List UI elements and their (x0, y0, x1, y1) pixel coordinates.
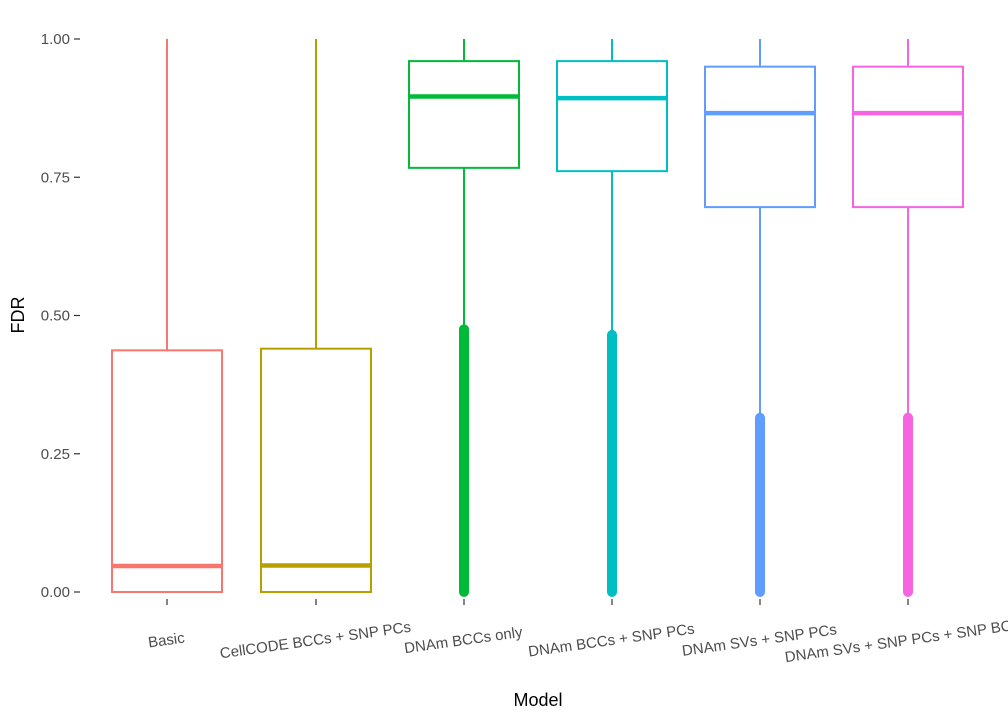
box (556, 60, 668, 173)
box (111, 349, 223, 593)
x-axis-title: Model (513, 690, 562, 710)
y-tick-label: 1.00 (41, 31, 70, 48)
y-axis-title: FDR (8, 297, 28, 334)
box-group (111, 39, 223, 593)
box-group (556, 39, 668, 597)
x-tick-label: Basic (147, 630, 186, 652)
box-group (408, 39, 520, 597)
y-tick-label: 0.25 (41, 446, 70, 463)
box (260, 347, 372, 593)
y-axis: 0.00 0.25 0.50 0.75 1.00 (41, 31, 80, 601)
box (408, 60, 520, 169)
x-tick-label: CellCODE BCCs + SNP PCs (219, 619, 412, 663)
y-tick-label: 0.50 (41, 308, 70, 325)
box (852, 65, 964, 209)
x-tick-label: DNAm BCCs only (403, 624, 524, 657)
boxes (111, 39, 964, 597)
x-tick-label: DNAm BCCs + SNP PCs (527, 620, 695, 660)
box-group (704, 39, 816, 597)
box (704, 65, 816, 209)
y-tick-label: 0.75 (41, 169, 70, 186)
y-tick-label: 0.00 (41, 584, 70, 601)
box-group (852, 39, 964, 597)
box-group (260, 39, 372, 593)
